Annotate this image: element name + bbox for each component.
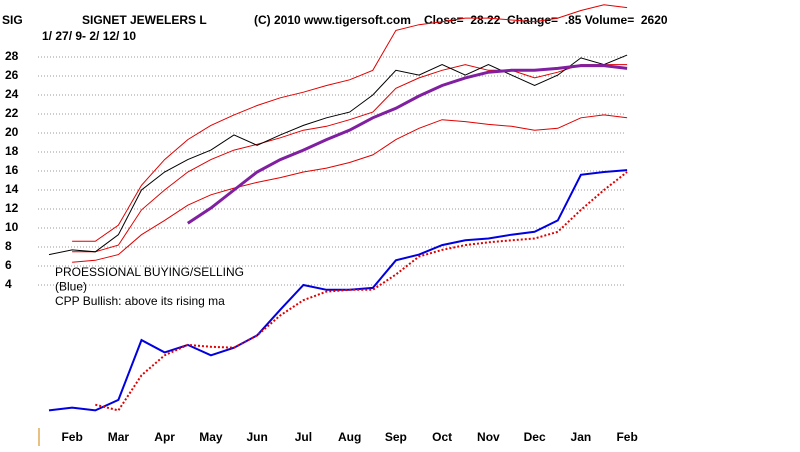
x-tick-label: Nov <box>477 430 500 444</box>
series-line <box>186 64 628 225</box>
x-tick-label: Sep <box>385 430 407 444</box>
y-tick-label: 22 <box>5 106 19 120</box>
y-tick-label: 28 <box>5 49 19 63</box>
x-tick-label: Feb <box>616 430 637 444</box>
x-tick-label: Mar <box>108 430 130 444</box>
y-tick-label: 12 <box>5 201 19 215</box>
y-tick-label: 24 <box>5 87 19 101</box>
annotation: CPP Bullish: above its rising ma <box>55 294 225 308</box>
annotation: PROESSIONAL BUYING/SELLING <box>55 265 244 279</box>
x-tick-label: May <box>199 430 223 444</box>
y-tick-label: 4 <box>5 277 12 291</box>
y-tick-label: 26 <box>5 68 19 82</box>
x-tick-label: Aug <box>338 430 361 444</box>
x-tick-label: Jun <box>246 430 267 444</box>
symbol: SIG <box>2 13 23 27</box>
x-tick-label: Dec <box>524 430 546 444</box>
x-tick-label: Jul <box>295 430 312 444</box>
series-line <box>72 64 628 253</box>
y-tick-label: 8 <box>5 239 12 253</box>
y-tick-label: 10 <box>5 220 19 234</box>
y-tick-label: 20 <box>5 125 19 139</box>
y-tick-label: 16 <box>5 163 19 177</box>
copyright: (C) 2010 www.tigersoft.com <box>254 13 411 27</box>
x-tick-label: Oct <box>432 430 452 444</box>
series-line <box>72 114 628 263</box>
subtitle: 1/ 27/ 9- 2/ 12/ 10 <box>42 29 136 43</box>
series-line <box>48 54 628 256</box>
x-tick-label: Apr <box>154 430 175 444</box>
y-tick-label: 18 <box>5 144 19 158</box>
series-line <box>72 4 628 242</box>
series-line <box>95 171 628 412</box>
y-tick-label: 6 <box>5 258 12 272</box>
x-tick-label: Jan <box>571 430 592 444</box>
chart-title: SIGNET JEWELERS L <box>82 13 207 27</box>
y-tick-label: 14 <box>5 182 19 196</box>
annotation: (Blue) <box>55 280 87 294</box>
x-tick-label: Feb <box>61 430 82 444</box>
